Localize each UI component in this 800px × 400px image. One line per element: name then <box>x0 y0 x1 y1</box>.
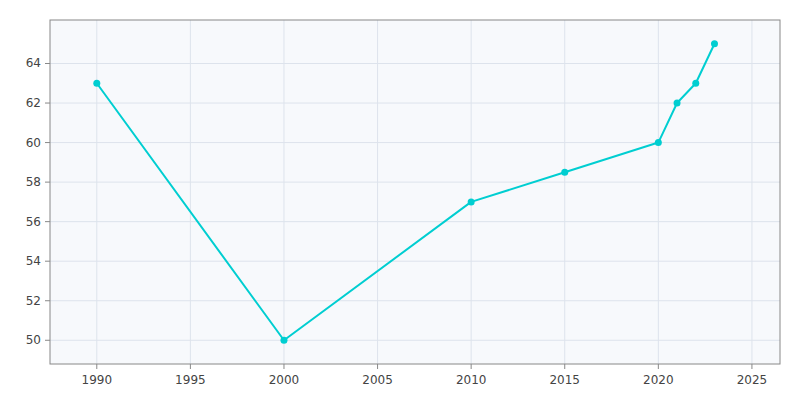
x-tick-label: 2015 <box>549 373 580 387</box>
point <box>468 198 475 205</box>
x-tick <box>658 364 659 369</box>
x-grid-line <box>751 20 752 364</box>
x-tick-label: 2000 <box>269 373 300 387</box>
x-grid-line <box>658 20 659 364</box>
y-tick <box>45 261 50 262</box>
y-tick-label: 62 <box>26 96 41 110</box>
y-tick <box>45 142 50 143</box>
y-tick <box>45 63 50 64</box>
y-grid-line <box>50 221 780 222</box>
point <box>692 80 699 87</box>
y-grid-line <box>50 63 780 64</box>
y-tick <box>45 103 50 104</box>
y-tick <box>45 300 50 301</box>
chart-container: 1990 1995 2000 2005 2010 2015 2020 2025 50 52 54 56… <box>0 0 800 400</box>
x-tick <box>471 364 472 369</box>
y-grid-line <box>50 261 780 262</box>
x-tick <box>377 364 378 369</box>
y-tick <box>45 182 50 183</box>
tick-labels: 1990 1995 2000 2005 2010 2015 2020 2025 50 52 54 56… <box>26 56 767 387</box>
y-grid-line <box>50 340 780 341</box>
x-tick <box>564 364 565 369</box>
point <box>561 169 568 176</box>
chart-svg: 1990 1995 2000 2005 2010 2015 2020 2025 50 52 54 56… <box>0 0 800 400</box>
y-tick-label: 60 <box>26 136 41 150</box>
grid <box>45 20 780 369</box>
plot-frame <box>50 20 780 364</box>
point <box>280 337 287 344</box>
y-grid-line <box>50 142 780 143</box>
x-grid-line <box>471 20 472 364</box>
point <box>674 100 681 107</box>
x-grid-line <box>377 20 378 364</box>
y-tick-label: 50 <box>26 333 41 347</box>
x-tick <box>283 364 284 369</box>
line <box>97 44 715 341</box>
x-grid-line <box>564 20 565 364</box>
x-tick-label: 2025 <box>737 373 768 387</box>
y-grid-line <box>50 300 780 301</box>
x-tick-label: 1990 <box>82 373 113 387</box>
x-grid-line <box>283 20 284 364</box>
y-tick-label: 56 <box>26 215 41 229</box>
plot-background <box>50 20 780 364</box>
y-tick-label: 54 <box>26 254 41 268</box>
x-tick-label: 2020 <box>643 373 674 387</box>
y-tick-label: 52 <box>26 294 41 308</box>
y-tick <box>45 221 50 222</box>
x-tick-label: 2010 <box>456 373 487 387</box>
y-tick-label: 64 <box>26 56 41 70</box>
marks <box>93 40 718 344</box>
x-grid-line <box>96 20 97 364</box>
y-tick <box>45 340 50 341</box>
y-grid-line <box>50 103 780 104</box>
point <box>711 40 718 47</box>
x-tick <box>96 364 97 369</box>
y-grid-line <box>50 182 780 183</box>
x-tick-label: 2005 <box>362 373 393 387</box>
x-tick <box>751 364 752 369</box>
point <box>655 139 662 146</box>
point <box>93 80 100 87</box>
x-tick-label: 1995 <box>175 373 206 387</box>
y-tick-label: 58 <box>26 175 41 189</box>
x-tick <box>190 364 191 369</box>
x-grid-line <box>190 20 191 364</box>
